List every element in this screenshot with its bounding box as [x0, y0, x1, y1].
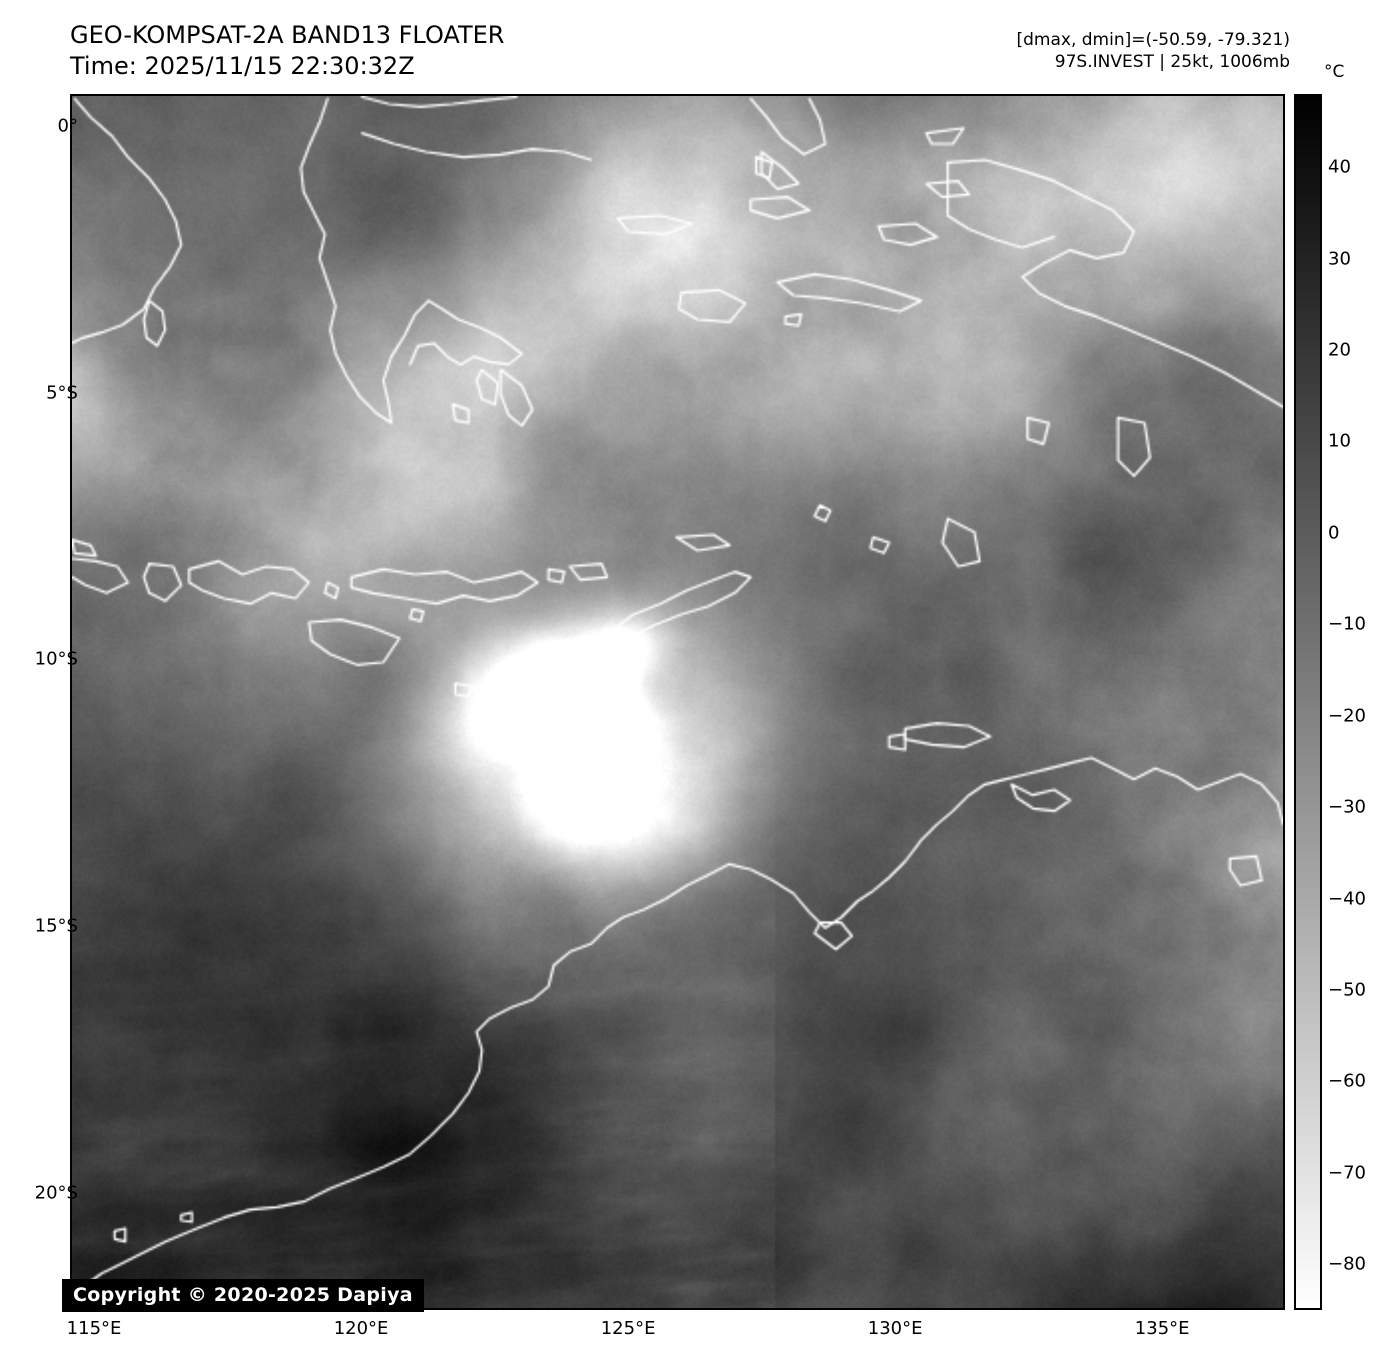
latitude-tick-label: 10°S: [34, 648, 78, 670]
copyright-watermark: Copyright © 2020-2025 Dapiya: [62, 1279, 424, 1312]
latitude-tick-label: 0°: [57, 115, 78, 137]
colorbar-tick-label: −20: [1328, 705, 1366, 727]
colorbar[interactable]: 40 30 20 10 0 −10 −20 −30 −40 −50 −60 −70 −80: [1294, 94, 1366, 1310]
latitude-tick-label: 15°S: [34, 915, 78, 937]
title-block: GEO-KOMPSAT-2A BAND13 FLOATER Time: 2025…: [70, 20, 504, 82]
satellite-image-plot[interactable]: [70, 94, 1285, 1310]
colorbar-tick-label: −50: [1328, 979, 1366, 1001]
page-title: GEO-KOMPSAT-2A BAND13 FLOATER: [70, 21, 505, 49]
colorbar-unit-label: °C: [1324, 62, 1345, 82]
longitude-tick-label: 135°E: [1134, 1318, 1190, 1339]
timestamp-label: Time: 2025/11/15 22:30:32Z: [70, 52, 415, 81]
longitude-tick-label: 115°E: [66, 1318, 122, 1339]
colorbar-tick-label: 0: [1328, 522, 1340, 544]
colorbar-tick-label: −30: [1328, 796, 1366, 818]
colorbar-tick-label: −10: [1328, 613, 1366, 635]
latitude-tick-label: 20°S: [34, 1182, 78, 1204]
colorbar-tick-label: −40: [1328, 888, 1366, 910]
longitude-tick-label: 125°E: [600, 1318, 656, 1339]
colorbar-tick-label: 40: [1328, 156, 1351, 178]
storm-info-label: 97S.INVEST | 25kt, 1006mb: [1054, 52, 1290, 73]
colorbar-tick-label: −80: [1328, 1253, 1366, 1275]
metadata-block: [dmax, dmin]=(-50.59, -79.321) 97S.INVES…: [1017, 29, 1291, 73]
longitude-tick-label: 130°E: [867, 1318, 923, 1339]
colorbar-gradient: [1294, 94, 1322, 1310]
satellite-imagery-canvas: [72, 96, 1283, 1308]
colorbar-tick-label: 20: [1328, 339, 1351, 361]
colorbar-tick-label: −70: [1328, 1162, 1366, 1184]
dminmax-label: [dmax, dmin]=(-50.59, -79.321): [1016, 30, 1291, 50]
colorbar-tick-label: 30: [1328, 248, 1351, 270]
colorbar-tick-label: −60: [1328, 1070, 1366, 1092]
colorbar-tick-label: 10: [1328, 430, 1351, 452]
longitude-tick-label: 120°E: [333, 1318, 389, 1339]
latitude-tick-label: 5°S: [46, 382, 78, 404]
